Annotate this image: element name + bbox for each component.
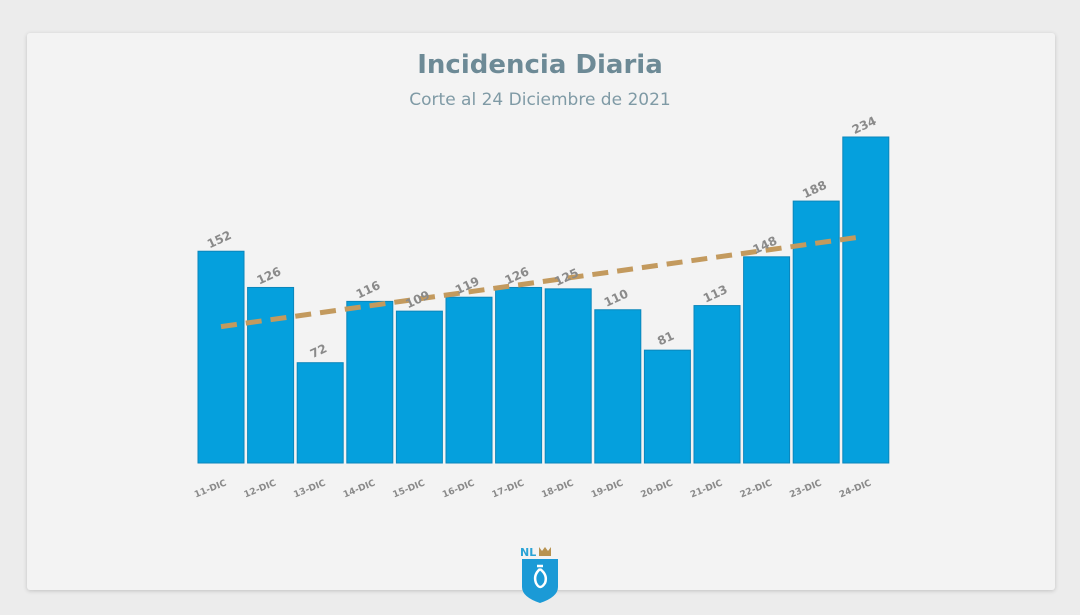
shield-icon	[522, 559, 558, 603]
x-tick-label: 13-DIC	[292, 478, 327, 500]
bar-19-DIC	[594, 309, 642, 464]
x-tick-label: 20-DIC	[640, 478, 675, 500]
x-tick-label: 19-DIC	[590, 478, 625, 500]
x-tick-label: 14-DIC	[342, 478, 377, 500]
x-tick-label: 11-DIC	[193, 478, 228, 500]
data-label: 152	[205, 228, 234, 251]
bar-20-DIC	[643, 349, 691, 464]
bar-17-DIC	[495, 286, 543, 464]
x-tick-label: 15-DIC	[392, 478, 427, 500]
crown-icon	[539, 547, 551, 556]
bar-11-DIC	[197, 250, 245, 464]
bar-21-DIC	[693, 305, 741, 464]
data-label: 234	[850, 114, 879, 137]
x-tick-label: 21-DIC	[689, 478, 724, 500]
x-tick-label: 18-DIC	[540, 478, 575, 500]
data-label: 126	[255, 264, 284, 287]
bar-16-DIC	[445, 296, 493, 464]
bar-15-DIC	[395, 310, 443, 464]
data-label: 116	[354, 278, 383, 301]
chart-subtitle: Corte al 24 Diciembre de 2021	[409, 90, 671, 110]
data-label: 109	[403, 288, 432, 311]
data-label: 125	[552, 266, 581, 289]
shield-emblem-icon	[533, 564, 548, 589]
logo-text: NL	[520, 546, 536, 559]
bar-24-DIC	[842, 136, 890, 464]
bar-14-DIC	[346, 300, 394, 464]
x-tick-label: 24-DIC	[838, 478, 873, 500]
x-tick-label: 12-DIC	[243, 478, 278, 500]
bar-13-DIC	[296, 362, 344, 464]
x-tick-label: 23-DIC	[788, 478, 823, 500]
data-label: 113	[701, 282, 730, 305]
chart-title: Incidencia Diaria	[417, 50, 663, 80]
data-label: 148	[751, 234, 780, 257]
x-tick-label: 16-DIC	[441, 478, 476, 500]
trendline	[220, 234, 859, 330]
nl-logo: NL	[520, 546, 558, 603]
data-label: 188	[800, 178, 829, 201]
x-tick-label: 17-DIC	[491, 478, 526, 500]
bar-23-DIC	[792, 200, 840, 464]
bar-18-DIC	[544, 288, 592, 464]
x-tick-label: 22-DIC	[739, 478, 774, 500]
data-label: 72	[308, 341, 329, 361]
bar-22-DIC	[743, 256, 791, 464]
bar-12-DIC	[247, 286, 295, 464]
data-label: 119	[453, 274, 482, 297]
data-label: 81	[655, 329, 676, 349]
data-label: 110	[602, 286, 631, 309]
